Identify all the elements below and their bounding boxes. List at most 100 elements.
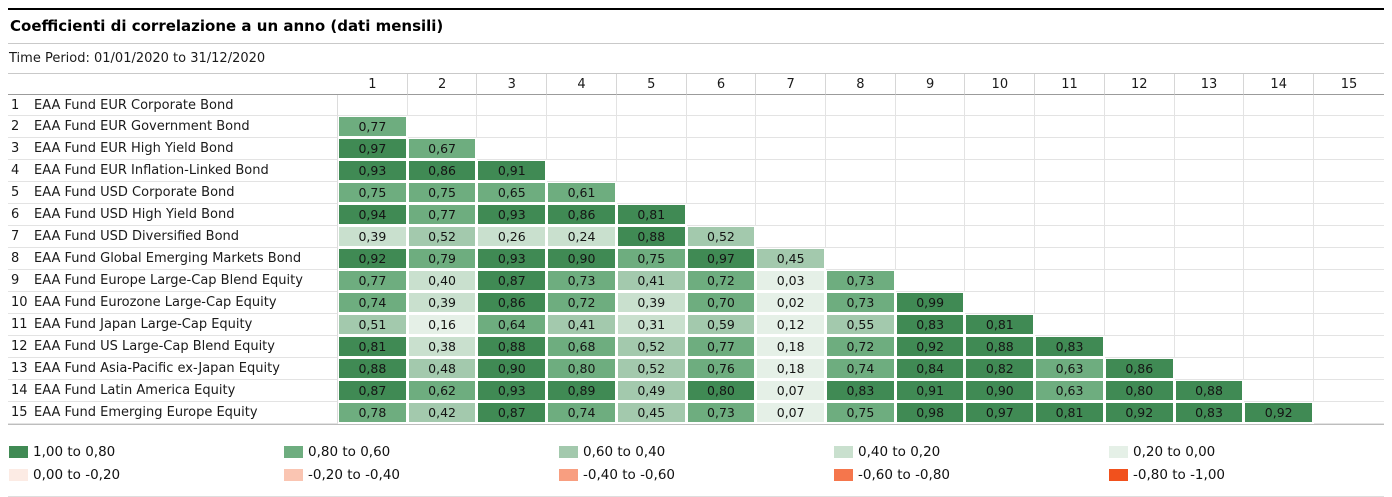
empty-cell (1314, 116, 1384, 138)
legend-item: 0,00 to -0,20 (9, 466, 284, 483)
empty-cell (1174, 138, 1245, 160)
empty-cell (1104, 270, 1175, 292)
empty-cell (1104, 138, 1175, 160)
correlation-cell: 0,83 (1035, 336, 1105, 358)
correlation-value: 0,90 (966, 381, 1034, 400)
row-number: 10 (8, 292, 34, 314)
correlation-cell: 0,07 (756, 380, 827, 402)
empty-cell (1104, 248, 1175, 270)
legend-label: -0,80 to -1,00 (1133, 466, 1225, 483)
correlation-value: 0,88 (1175, 381, 1243, 400)
correlation-value: 0,64 (478, 315, 546, 334)
legend-label: 0,40 to 0,20 (858, 443, 941, 460)
correlation-value: 0,74 (339, 293, 406, 312)
empty-cell (1314, 380, 1384, 402)
correlation-value: 0,92 (1105, 403, 1173, 422)
legend-swatch-icon (834, 468, 853, 481)
correlation-cell: 0,90 (547, 248, 617, 270)
correlation-value: 0,75 (617, 249, 685, 268)
correlation-cell: 0,93 (338, 160, 408, 182)
header-spacer (34, 74, 338, 95)
correlation-cell: 0,79 (407, 248, 478, 270)
empty-cell (1314, 336, 1384, 358)
correlation-cell: 0,52 (686, 226, 757, 248)
correlation-cell: 0,92 (1244, 402, 1315, 424)
empty-cell (477, 116, 548, 138)
column-header: 15 (1314, 74, 1384, 95)
correlation-value: 0,93 (478, 205, 546, 224)
correlation-value: 0,81 (966, 315, 1034, 334)
empty-cell (1314, 226, 1384, 248)
correlation-cell: 0,93 (477, 204, 548, 226)
correlation-cell: 0,52 (407, 226, 478, 248)
correlation-value: 0,88 (966, 337, 1034, 356)
empty-cell (1244, 248, 1315, 270)
legend-item: -0,40 to -0,60 (559, 466, 834, 483)
correlation-value: 0,12 (757, 315, 825, 334)
empty-cell (1314, 358, 1384, 380)
empty-cell (1104, 116, 1175, 138)
column-header: 14 (1244, 74, 1315, 95)
correlation-cell: 0,02 (756, 292, 827, 314)
fund-name-label: EAA Fund US Large-Cap Blend Equity (34, 336, 338, 358)
empty-cell (895, 248, 966, 270)
correlation-value: 0,73 (548, 271, 615, 290)
correlation-value: 0,83 (1175, 403, 1243, 422)
fund-name-label: EAA Fund USD Diversified Bond (34, 226, 338, 248)
legend-swatch-icon (834, 445, 853, 458)
legend-swatch-icon (1109, 445, 1128, 458)
empty-cell (965, 226, 1036, 248)
empty-cell (1244, 292, 1315, 314)
legend-item: 0,60 to 0,40 (559, 443, 834, 460)
empty-cell (965, 204, 1036, 226)
correlation-value: 0,86 (548, 205, 615, 224)
empty-cell (1035, 270, 1105, 292)
correlation-value: 0,76 (687, 359, 755, 378)
correlation-cell: 0,78 (338, 402, 408, 424)
empty-cell (895, 270, 966, 292)
correlation-value: 0,39 (339, 227, 406, 246)
column-header: 3 (477, 74, 548, 95)
correlation-cell: 0,88 (477, 336, 548, 358)
correlation-value: 0,63 (1036, 359, 1103, 378)
correlation-cell: 0,81 (965, 314, 1036, 336)
column-header: 2 (407, 74, 478, 95)
empty-cell (1314, 95, 1384, 116)
matrix-row: 1 EAA Fund EUR Corporate Bond (8, 95, 1384, 116)
empty-cell (547, 138, 617, 160)
empty-cell (407, 95, 478, 116)
correlation-value: 0,81 (617, 205, 685, 224)
correlation-cell: 0,86 (407, 160, 478, 182)
empty-cell (965, 116, 1036, 138)
correlation-cell: 0,81 (616, 204, 687, 226)
empty-cell (1244, 270, 1315, 292)
correlation-value: 0,18 (757, 359, 825, 378)
correlation-value: 0,93 (478, 381, 546, 400)
column-header: 8 (826, 74, 896, 95)
column-header: 7 (756, 74, 827, 95)
correlation-value: 0,65 (478, 183, 546, 202)
empty-cell (616, 138, 687, 160)
correlation-value: 0,98 (896, 403, 964, 422)
correlation-cell: 0,88 (1174, 380, 1245, 402)
correlation-value: 0,52 (687, 227, 755, 246)
empty-cell (686, 160, 757, 182)
empty-cell (756, 116, 827, 138)
empty-cell (1244, 358, 1315, 380)
correlation-cell: 0,75 (338, 182, 408, 204)
empty-cell (1174, 226, 1245, 248)
empty-cell (686, 95, 757, 116)
empty-cell (1314, 270, 1384, 292)
correlation-value: 0,74 (548, 403, 615, 422)
row-number: 4 (8, 160, 34, 182)
empty-cell (965, 270, 1036, 292)
correlation-value: 0,39 (617, 293, 685, 312)
empty-cell (1314, 160, 1384, 182)
correlation-cell: 0,93 (477, 380, 548, 402)
correlation-cell: 0,81 (338, 336, 408, 358)
matrix-row: 5 EAA Fund USD Corporate Bond 0,75 0,75 0,65… (8, 182, 1384, 204)
correlation-cell: 0,88 (616, 226, 687, 248)
column-header-row: 1 2 3 4 5 6 7 8 9 10 11 12 13 14 15 (8, 74, 1384, 95)
matrix-row: 6 EAA Fund USD High Yield Bond 0,94 0,77 0,9… (8, 204, 1384, 226)
empty-cell (1314, 204, 1384, 226)
